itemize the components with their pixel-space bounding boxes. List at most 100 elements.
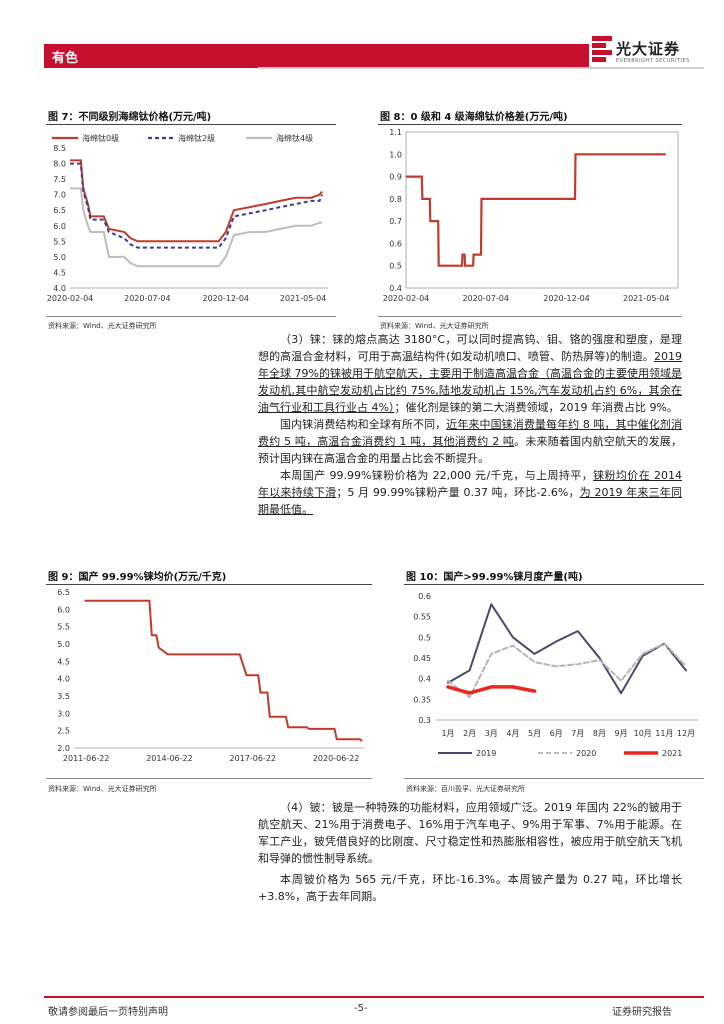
y-tick-label: 8.5	[53, 144, 66, 153]
x-tick-label: 9月	[615, 729, 628, 738]
y-tick-label: 1.0	[389, 150, 402, 159]
legend-label: 海绵钛4级	[276, 133, 313, 143]
footer-report-type: 证券研究报告	[612, 1007, 672, 1018]
x-tick-label: 4月	[506, 729, 519, 738]
x-tick-label: 2020-02-04	[383, 294, 430, 303]
fig7-chart: 4.0 4.5 5.0 5.5 6.0 6.5 7.0 7.5 8.0 8.5 2020-02-04…	[47, 133, 328, 303]
fig9-bottom-rule	[46, 778, 372, 779]
rhenium-section: （3）铼：铼的熔点高达 3180°C，可以同时提高钨、钼、铬的强度和塑度，是理想…	[258, 331, 682, 518]
y-tick-label: 5.5	[57, 623, 70, 632]
logo-subtext: EVERBRIGHT SECURITIES	[616, 58, 690, 64]
y-tick-label: 6.0	[53, 222, 66, 231]
x-tick-label: 2017-06-22	[230, 754, 277, 763]
header-rule	[258, 67, 704, 69]
y-tick-label: 7.5	[53, 175, 66, 184]
x-tick-label: 1月	[441, 729, 454, 738]
fig8-bottom-rule	[378, 316, 682, 317]
fig9-title: 图 9：国产 99.99%铼均价(万元/千克)	[48, 572, 227, 583]
rhenium-output: ；5 月 99.99%铼粉产量 0.37 吨，环比-2.6%，	[336, 486, 580, 499]
y-tick-label: 0.35	[413, 695, 431, 704]
rhenium-intro: （3）铼：铼的熔点高达 3180°C，可以同时提高钨、钼、铬的强度和塑度，是理想…	[258, 333, 682, 363]
y-tick-label: 1.1	[389, 128, 402, 137]
fig7-bottom-rule	[46, 316, 336, 317]
y-tick-label: 0.5	[389, 262, 402, 271]
fig8-source: 资料来源：Wind、光大证券研究所	[380, 322, 489, 330]
fig9-chart: 2.0 2.5 3.0 3.5 4.0 4.5 5.0 5.5 6.0 6.5 2011-06-22…	[57, 588, 364, 763]
y-tick-label: 0.5	[418, 633, 431, 642]
rhenium-para-2: 国内铼消费结构和全球有所不同，近年来中国铼消费量每年约 8 吨，其中催化剂消费约…	[258, 416, 682, 467]
series-line	[447, 603, 687, 695]
rhenium-para-1: （3）铼：铼的熔点高达 3180°C，可以同时提高钨、钼、铬的强度和塑度，是理想…	[258, 331, 682, 416]
y-tick-label: 2.0	[57, 744, 70, 753]
rhenium-catalyst: ；催化剂是铼的第二大消费领域，2019 年消费占比 9%。	[394, 401, 678, 414]
x-tick-label: 2021-05-04	[280, 294, 327, 303]
rhenium-output-low: 为 2019 年来三年同期最低值。	[258, 486, 682, 516]
rhenium-domestic: 国内铼消费结构和全球有所不同，	[280, 418, 447, 431]
y-tick-label: 0.3	[418, 716, 431, 725]
legend-label: 海绵钛0级	[82, 133, 119, 143]
y-tick-label: 4.0	[57, 675, 70, 684]
y-tick-label: 0.55	[413, 613, 431, 622]
y-tick-label: 0.9	[389, 173, 402, 182]
rhenium-price-trend: 铼粉均价在 2014 年以来持续下滑	[258, 469, 682, 499]
rhenium-domestic-highlight: 近年来中国铼消费量每年约 8 吨，其中催化剂消费约 5 吨，高温合金消费约 1 …	[258, 418, 682, 448]
beryllium-para-1: （4）铍：铍是一种特殊的功能材料，应用领域广泛。2019 年国内 22%的铍用于…	[258, 801, 682, 865]
fig8-title: 图 8：0 级和 4 级海绵钛价格差(万元/吨)	[380, 112, 568, 123]
y-tick-label: 0.4	[389, 284, 402, 293]
y-tick-label: 0.8	[389, 195, 402, 204]
fig10-chart: 0.3 0.35 0.4 0.45 0.5 0.55 0.6 1月 2月 3月 4月 5月 6月 7月 8月…	[413, 592, 698, 758]
y-tick-label: 7.0	[53, 191, 66, 200]
series-line	[70, 159, 323, 243]
x-tick-label: 7月	[571, 729, 584, 738]
x-tick-label: 2021-05-04	[623, 294, 670, 303]
y-tick-label: 4.5	[57, 657, 70, 666]
beryllium-para-2: 本周铍价格为 565 元/千克，环比-16.3%。本周铍产量为 0.27 吨，环…	[258, 873, 682, 903]
series-line	[447, 642, 687, 699]
y-tick-label: 4.5	[53, 268, 66, 277]
footer-disclaimer: 敬请参阅最后一页特别声明	[48, 1007, 168, 1018]
plot-frame	[405, 131, 679, 289]
x-tick-label: 2020-12-04	[543, 294, 590, 303]
fig8-chart: 0.4 0.5 0.6 0.7 0.8 0.9 1.0 1.1 2020-02-04 2020-0…	[383, 128, 679, 303]
x-tick-label: 2020-07-04	[462, 294, 509, 303]
y-tick-label: 0.7	[389, 217, 402, 226]
x-tick-label: 2011-06-22	[63, 754, 110, 763]
x-tick-label: 11月	[655, 729, 673, 738]
y-tick-label: 5.5	[53, 237, 66, 246]
y-tick-label: 3.0	[57, 709, 70, 718]
y-tick-label: 6.0	[57, 605, 70, 614]
y-tick-label: 0.6	[418, 592, 431, 601]
series-line	[446, 685, 537, 695]
series-line	[70, 187, 323, 268]
y-tick-label: 6.5	[53, 206, 66, 215]
fig7-title: 图 7：不同级别海绵钛价格(万元/吨)	[48, 112, 212, 123]
fig10-title: 图 10：国产>99.99%铼月度产量(吨)	[406, 572, 583, 583]
footer-rule	[44, 996, 704, 998]
series-line	[70, 162, 324, 249]
x-tick-label: 2月	[463, 729, 476, 738]
legend-label: 海绵钛2级	[178, 133, 215, 143]
series-line	[406, 153, 666, 267]
y-tick-label: 2.5	[57, 727, 70, 736]
fig9-source: 资料来源：Wind、光大证券研究所	[48, 785, 157, 793]
y-tick-label: 5.0	[53, 253, 66, 262]
page-number: -5-	[354, 1003, 368, 1014]
y-tick-label: 4.0	[53, 284, 66, 293]
fig10-bottom-rule	[404, 778, 704, 779]
legend-label: 2019	[476, 749, 496, 758]
y-tick-label: 8.0	[53, 160, 66, 169]
x-tick-label: 8月	[593, 729, 606, 738]
logo-text: 光大证券	[616, 40, 681, 58]
logo-mark-icon	[592, 36, 612, 62]
page-header: 有色 光大证券 EVERBRIGHT SECURITIES	[0, 0, 724, 70]
fig8-top-rule	[378, 124, 682, 125]
x-tick-label: 10月	[634, 729, 652, 738]
section-tag: 有色	[52, 51, 79, 66]
rhenium-outlook: 。未来随着国内航空航天的发展，预计国内铼在高温合金的用量占比会不断提升。	[258, 435, 683, 465]
fig7-source: 资料来源：Wind、光大证券研究所	[48, 322, 157, 330]
y-tick-label: 5.0	[57, 640, 70, 649]
x-tick-label: 12月	[677, 729, 695, 738]
y-tick-label: 0.4	[418, 675, 431, 684]
fig10-top-rule	[404, 584, 704, 585]
x-tick-label: 2020-07-04	[124, 294, 171, 303]
